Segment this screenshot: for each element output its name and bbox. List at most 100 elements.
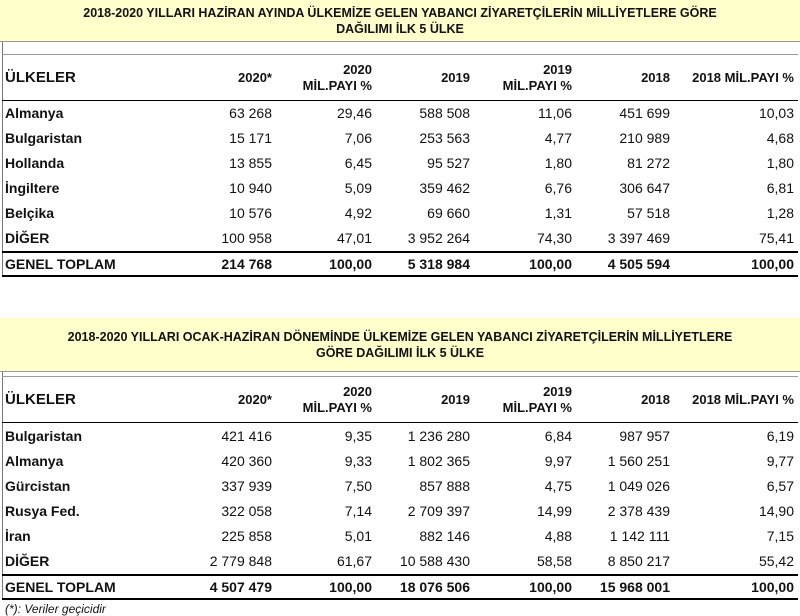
- cell-value: 6,57: [766, 478, 794, 494]
- header-top-line: [2, 54, 798, 55]
- cell-value: 421 416: [221, 428, 272, 444]
- column-header: 2020 MİL.PAYI %: [277, 56, 372, 100]
- cell-value: 100,00: [751, 579, 794, 595]
- cell-value: 58,58: [536, 553, 572, 569]
- cell-value: 7,50: [344, 478, 372, 494]
- left-border: [2, 42, 3, 275]
- cell-value: 6,81: [766, 180, 794, 196]
- cell-value: 359 462: [419, 180, 470, 196]
- row-label: Almanya: [5, 105, 64, 121]
- cell-value: 100,00: [329, 256, 372, 272]
- column-header: 2019 MİL.PAYI %: [477, 378, 572, 422]
- header-line: ÜLKELER: [5, 391, 76, 408]
- header-line: 2019: [441, 70, 470, 85]
- total-top-line: [2, 574, 798, 576]
- cell-value: 81 272: [627, 155, 670, 171]
- row-label: Belçika: [5, 205, 55, 221]
- cell-value: 7,14: [344, 503, 372, 519]
- cell-value: 306 647: [619, 180, 670, 196]
- cell-value: 451 699: [619, 105, 670, 121]
- cell-value: 47,01: [336, 230, 372, 246]
- cell-value: 1,31: [544, 205, 572, 221]
- cell-value: 2 378 439: [607, 503, 670, 519]
- total-bottom-line: [2, 598, 798, 600]
- cell-value: 10 588 430: [399, 553, 470, 569]
- cell-value: 4 507 479: [209, 579, 272, 595]
- column-header: 2018: [580, 56, 670, 100]
- cell-value: 18 076 506: [399, 579, 470, 595]
- header-line: 2020: [343, 62, 372, 77]
- cell-value: 4,75: [544, 478, 572, 494]
- cell-value: 225 858: [221, 528, 272, 544]
- header-line: 2018 MİL.PAYI %: [692, 392, 794, 407]
- cell-value: 10 576: [229, 205, 272, 221]
- cell-value: 100,00: [529, 579, 572, 595]
- cell-value: 2 779 848: [209, 553, 272, 569]
- header-line: 2019: [543, 384, 572, 399]
- row-label: Bulgaristan: [5, 130, 83, 146]
- cell-value: 15 171: [229, 130, 272, 146]
- cell-value: 6,19: [766, 428, 794, 444]
- cell-value: 10 940: [229, 180, 272, 196]
- column-header: 2019: [375, 56, 470, 100]
- footnote: (*): Veriler geçicidir: [5, 602, 106, 616]
- cell-value: 5,01: [344, 528, 372, 544]
- cell-value: 1,28: [766, 205, 794, 221]
- cell-value: 1 142 111: [609, 528, 670, 544]
- cell-value: 214 768: [221, 256, 272, 272]
- row-label: Almanya: [5, 453, 64, 469]
- header-line: 2019: [441, 392, 470, 407]
- cell-value: 420 360: [221, 453, 272, 469]
- header-bottom-line: [2, 422, 798, 423]
- column-header: 2019: [375, 378, 470, 422]
- column-header: 2019 MİL.PAYI %: [477, 56, 572, 100]
- row-label: GENEL TOPLAM: [5, 256, 116, 272]
- cell-value: 11,06: [538, 105, 572, 121]
- header-line: MİL.PAYI %: [502, 400, 572, 415]
- header-line: 2018 MİL.PAYI %: [692, 70, 794, 85]
- column-header: ÜLKELER: [5, 378, 76, 422]
- header-line: MİL.PAYI %: [302, 400, 372, 415]
- cell-value: 15 968 001: [599, 579, 670, 595]
- cell-value: 4 505 594: [607, 256, 670, 272]
- cell-value: 57 518: [627, 205, 670, 221]
- cell-value: 9,33: [344, 453, 372, 469]
- row-label: İngiltere: [5, 180, 60, 196]
- cell-value: 69 660: [427, 205, 470, 221]
- total-top-line: [2, 251, 798, 253]
- cell-value: 100,00: [751, 256, 794, 272]
- cell-value: 337 939: [221, 478, 272, 494]
- cell-value: 4,88: [544, 528, 572, 544]
- cell-value: 1,80: [766, 155, 794, 171]
- cell-value: 4,68: [766, 130, 794, 146]
- header-line: 2020*: [238, 70, 272, 85]
- cell-value: 210 989: [619, 130, 670, 146]
- cell-value: 100,00: [529, 256, 572, 272]
- header-bottom-line: [2, 100, 798, 101]
- table-title: 2018-2020 YILLARI HAZİRAN AYINDA ÜLKEMİZ…: [0, 0, 800, 42]
- cell-value: 4,77: [544, 130, 572, 146]
- cell-value: 9,97: [544, 453, 572, 469]
- cell-value: 882 146: [419, 528, 470, 544]
- cell-value: 322 058: [221, 503, 272, 519]
- cell-value: 5,09: [344, 180, 372, 196]
- cell-value: 100 958: [221, 230, 272, 246]
- header-line: 2020*: [238, 392, 272, 407]
- header-line: ÜLKELER: [5, 69, 76, 86]
- cell-value: 55,42: [758, 553, 794, 569]
- cell-value: 7,06: [344, 130, 372, 146]
- header-line: 2019: [543, 62, 572, 77]
- row-label: DİĞER: [5, 230, 50, 246]
- cell-value: 1 802 365: [407, 453, 470, 469]
- cell-value: 9,35: [344, 428, 372, 444]
- header-top-line: [2, 376, 798, 377]
- column-header: ÜLKELER: [5, 56, 76, 100]
- cell-value: 5 318 984: [407, 256, 470, 272]
- cell-value: 1 049 026: [607, 478, 670, 494]
- cell-value: 13 855: [229, 155, 272, 171]
- cell-value: 100,00: [329, 579, 372, 595]
- cell-value: 4,92: [344, 205, 372, 221]
- cell-value: 1,80: [544, 155, 572, 171]
- row-label: Hollanda: [5, 155, 65, 171]
